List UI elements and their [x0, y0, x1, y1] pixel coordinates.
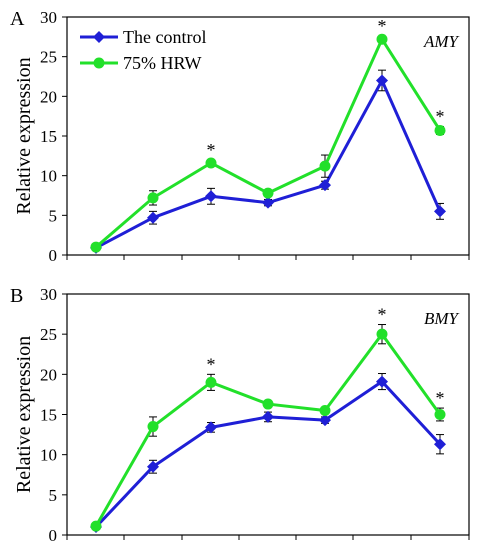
legend: The control 75% HRW	[80, 27, 206, 73]
data-point	[205, 421, 217, 434]
significance-star: *	[207, 354, 216, 374]
y-axis-label: Relative expression	[13, 336, 35, 493]
data-point	[147, 421, 159, 433]
y-tick-label: 0	[49, 526, 58, 545]
legend-marker	[93, 31, 105, 43]
y-tick-label: 30	[40, 8, 57, 27]
y-tick-label: 25	[40, 48, 57, 67]
y-tick-label: 5	[49, 206, 58, 225]
data-point	[262, 187, 274, 199]
data-point	[205, 376, 217, 388]
y-tick-label: 0	[49, 246, 58, 265]
significance-star: *	[436, 106, 445, 126]
y-tick-label: 15	[40, 406, 57, 425]
y-tick-label: 10	[40, 446, 57, 465]
data-point	[205, 190, 217, 203]
chart-panel-b: 0 5 10 15 20 25 30 B BMY Relative expression * * *	[10, 285, 470, 545]
significance-star: *	[378, 16, 387, 36]
series-hrw	[90, 324, 446, 532]
data-point	[205, 157, 217, 169]
data-point	[376, 33, 388, 45]
data-point	[434, 205, 446, 218]
significance-star: *	[378, 305, 387, 325]
data-point	[319, 404, 331, 416]
series-control	[90, 69, 446, 254]
data-point	[376, 328, 388, 340]
data-point	[147, 211, 159, 224]
panel-label: A	[10, 8, 25, 30]
data-point	[376, 375, 388, 388]
y-tick-label: 20	[40, 365, 57, 384]
series-control	[90, 373, 446, 533]
significance-star: *	[207, 140, 216, 160]
chart-panel-a: 0 5 10 15 20 25 30 A AMY Relative expression * * * Th…	[10, 8, 470, 265]
data-point	[147, 192, 159, 204]
gene-label: AMY	[423, 32, 460, 51]
data-point	[90, 241, 102, 253]
data-point	[434, 409, 446, 420]
y-tick-label: 20	[40, 87, 57, 106]
data-point	[319, 160, 331, 172]
y-tick-label: 15	[40, 127, 57, 146]
series-hrw	[90, 33, 446, 253]
panel-label: B	[10, 285, 23, 307]
y-tick-label: 5	[49, 486, 58, 505]
y-tick-label: 25	[40, 325, 57, 344]
data-point	[90, 520, 102, 532]
data-point	[147, 460, 159, 473]
series-line	[95, 78, 442, 250]
data-point	[262, 196, 274, 209]
data-point	[262, 398, 274, 410]
legend-marker	[93, 57, 105, 69]
legend-label: 75% HRW	[123, 53, 202, 73]
series-line	[94, 332, 442, 527]
y-tick-label: 10	[40, 167, 57, 186]
y-axis-label: Relative expression	[13, 57, 35, 214]
gene-label: BMY	[424, 309, 460, 328]
data-point	[376, 74, 388, 87]
data-point	[262, 410, 274, 423]
significance-star: *	[436, 388, 445, 408]
y-tick-label: 30	[40, 285, 57, 304]
data-point	[434, 438, 446, 451]
data-point	[319, 414, 331, 427]
legend-label: The control	[123, 27, 206, 47]
data-point	[319, 179, 331, 192]
data-point	[434, 124, 446, 136]
